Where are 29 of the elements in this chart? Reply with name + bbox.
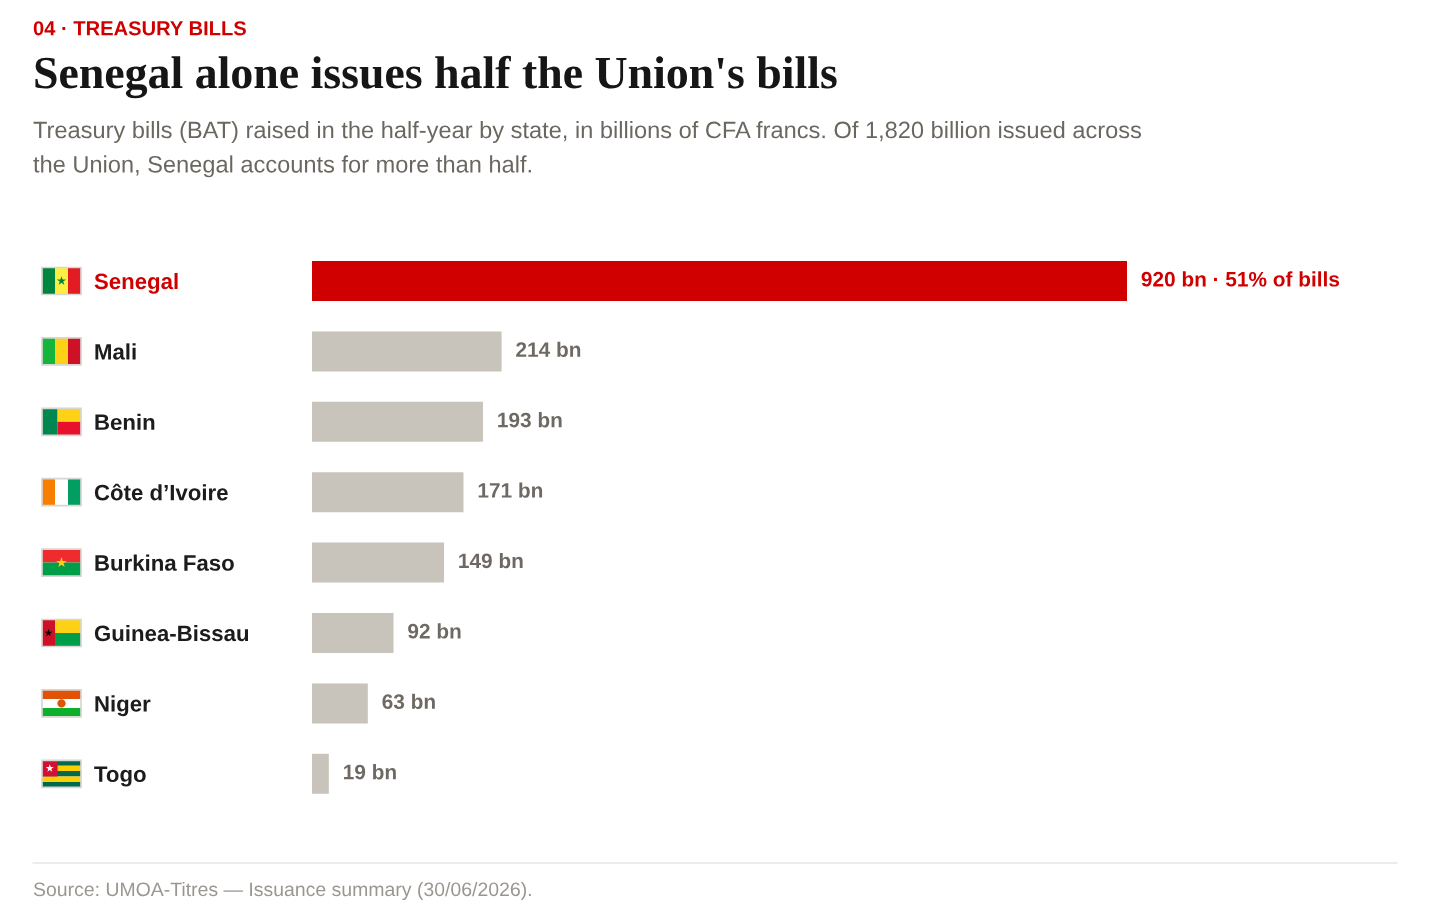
chart-title: Senegal alone issues half the Union's bills: [35, 55, 837, 99]
bar: [312, 261, 1127, 301]
y-tick-label: Senegal: [94, 272, 178, 294]
bar: [312, 613, 394, 653]
y-tick-label: Guinea-Bissau: [94, 624, 249, 642]
bar: [312, 472, 464, 513]
bar: [312, 401, 483, 442]
data-label: 19 bn: [344, 764, 396, 780]
chart-subtitle: Treasury bills (BAT) raised in the half-year by state, in billions of CFA francs. Of 1,820 billion issued across the Union, Senegal accounts for more than half.: [33, 121, 1142, 178]
text: · 51% of bills: [1214, 271, 1340, 287]
data-label: 214 bn: [516, 341, 581, 357]
y-tick-label: Mali: [95, 343, 136, 360]
data-label: 149 bn: [459, 552, 523, 569]
y-tick-label: Côte d’Ivoire: [94, 483, 228, 501]
bar: [312, 683, 368, 724]
data-label: 63 bn: [382, 693, 435, 710]
y-tick-label: Togo: [94, 766, 146, 787]
bar: [312, 331, 502, 372]
data-label: 171 bn: [478, 482, 543, 498]
y-tick-label: Benin: [95, 413, 155, 431]
text: 04 · TREASURY BILLS: [33, 21, 246, 36]
data-label: 193 bn: [498, 412, 562, 428]
data-label: 920 bn: [1141, 271, 1206, 287]
bar: [312, 542, 444, 583]
y-tick-label: Niger: [95, 695, 151, 717]
data-label: 92 bn: [408, 623, 461, 639]
source-note: Source: UMOA-Titres — Issuance summary (30/06/2026).: [33, 881, 531, 901]
bar: [312, 753, 329, 794]
y-tick-label: Burkina Faso: [95, 554, 234, 571]
